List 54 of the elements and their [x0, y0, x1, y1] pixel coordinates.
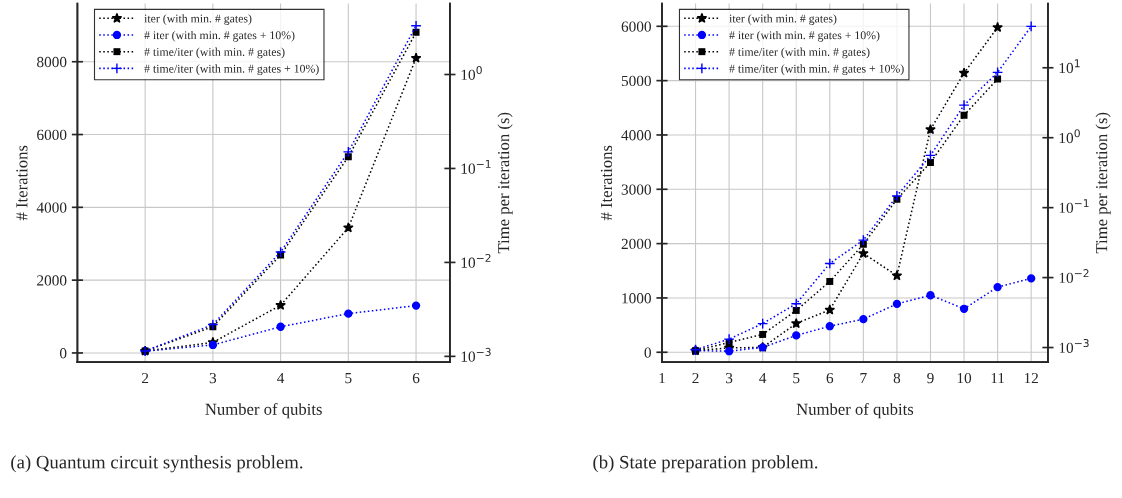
y2-tick-label: 10$^{−1}$	[1059, 199, 1089, 214]
x-tick-label: 4	[759, 373, 767, 384]
y2-axis-title: Time per iteration (s)	[497, 112, 513, 254]
y-tick-label: 5000	[621, 75, 651, 87]
y-tick-label: 2000	[37, 275, 67, 286]
text: (a) Quantum circuit synthesis problem.	[11, 455, 303, 473]
y-tick-label: 0	[59, 348, 67, 359]
x-tick-label: 10	[957, 372, 972, 384]
x-tick-label: 7	[860, 373, 867, 384]
x-tick-label: 8	[893, 372, 901, 384]
x-tick-label: 11	[991, 372, 1005, 384]
x-tick-label: 6	[826, 372, 834, 384]
y2-tick-label: 10$^{−3}$	[1059, 339, 1089, 353]
y-tick-label: 0	[644, 347, 651, 358]
y-tick-label: 4000	[36, 202, 67, 213]
x-tick-label: 1	[659, 372, 665, 384]
legend-label: iter (with min. # gates)	[729, 14, 837, 25]
x-axis-title: Number of qubits	[796, 402, 914, 419]
x-axis-title: Number of qubits	[205, 402, 322, 419]
x-tick-label: 2	[692, 372, 699, 384]
y-tick-label: 4000	[621, 130, 651, 141]
y-tick-label: 2000	[621, 238, 651, 250]
y2-tick-label: 10$^{−1}$	[461, 160, 491, 174]
y2-tick-label: 10$^{−2}$	[1059, 269, 1089, 284]
legend-label: # iter (with min. # gates + 10%)	[144, 30, 295, 42]
x-tick-label: 2	[142, 372, 149, 384]
y2-tick-label: 10$^{1}$	[1059, 59, 1080, 74]
x-tick-label: 3	[726, 372, 733, 384]
legend-label: # time/iter (with min. # gates + 10%)	[144, 64, 319, 76]
x-tick-label: 6	[412, 372, 420, 384]
y-tick-label: 6000	[621, 21, 651, 32]
y-tick-label: 6000	[37, 129, 67, 140]
legend-label: # time/iter (with min. # gates + 10%)	[729, 64, 904, 76]
x-tick-label: 4	[277, 373, 285, 384]
legend-label: # time/iter (with min. # gates)	[729, 47, 870, 59]
text: (b) State preparation problem.	[593, 455, 818, 473]
y-tick-label: 3000	[621, 184, 651, 195]
y2-tick-label: 10$^{0}$	[461, 66, 482, 80]
y2-axis-title: Time per iteration (s)	[1095, 112, 1111, 254]
y2-tick-label: 10$^{−2}$	[461, 253, 491, 268]
x-tick-label: 12	[1024, 372, 1038, 384]
legend-label: # iter (with min. # gates + 10%)	[729, 30, 880, 42]
y-tick-label: 8000	[37, 56, 67, 68]
y2-tick-label: 10$^{−3}$	[461, 347, 491, 362]
x-tick-label: 5	[345, 373, 352, 384]
y-axis-title: # Iterations	[600, 145, 613, 221]
y2-tick-label: 10$^{0}$	[1059, 129, 1080, 144]
legend-label: # time/iter (with min. # gates)	[144, 47, 285, 59]
x-tick-label: 9	[927, 372, 934, 384]
y-tick-label: 1000	[622, 293, 651, 304]
legend-label: iter (with min. # gates)	[144, 14, 252, 25]
x-tick-label: 5	[793, 373, 800, 384]
y-axis-title: # Iterations	[16, 145, 28, 221]
x-tick-label: 3	[209, 372, 217, 384]
